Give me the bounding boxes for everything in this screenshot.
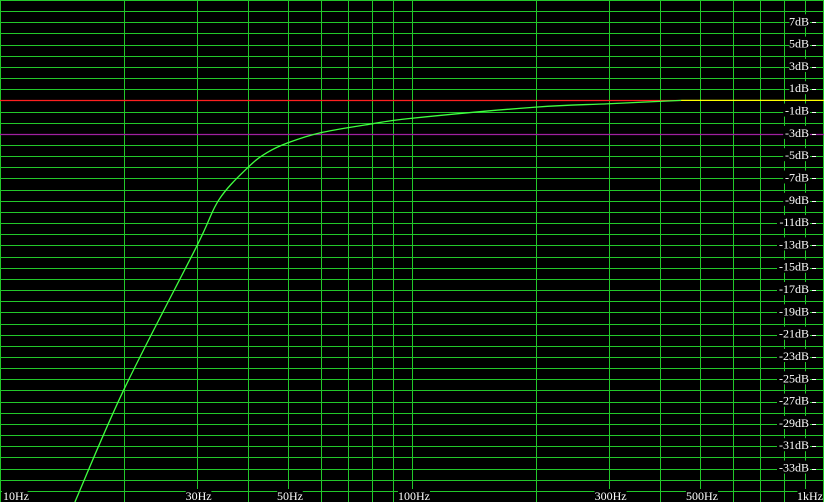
y-label-background	[783, 125, 810, 139]
y-tick-label: -29dB	[779, 416, 809, 430]
x-tick-label: 300Hz	[595, 489, 627, 502]
y-label-background	[777, 215, 810, 229]
y-tick-label: 3dB	[789, 59, 809, 73]
y-label-background	[783, 170, 810, 184]
x-label-background	[685, 489, 718, 502]
x-tick-label: 30Hz	[186, 489, 212, 502]
y-tick-label: -11dB	[779, 215, 809, 229]
y-label-background	[783, 192, 810, 206]
y-label-background	[777, 371, 810, 385]
y-label-background	[777, 282, 810, 296]
x-tick-label: 100Hz	[398, 489, 430, 502]
series-group	[74, 99, 824, 502]
y-tick-label: -23dB	[779, 349, 809, 363]
y-tick-label: 1dB	[789, 81, 809, 95]
y-tick-label: -25dB	[779, 371, 809, 385]
y-label-background	[777, 393, 810, 407]
x-tick-labels: 10Hz 30Hz 50Hz 100Hz 300Hz 500Hz 1kHz	[2, 489, 823, 502]
x-tick-label: 500Hz	[686, 489, 718, 502]
y-tick-label: -19dB	[779, 304, 809, 318]
y-tick-label: -1dB	[785, 104, 809, 118]
y-label-background	[783, 148, 810, 162]
x-label-background	[594, 489, 627, 502]
y-tick-label: -15dB	[779, 260, 809, 274]
y-tick-label: -5dB	[785, 148, 809, 162]
y-label-background	[777, 326, 810, 340]
y-label-background	[789, 58, 810, 72]
y-label-background	[777, 438, 810, 452]
x-label-background	[398, 489, 430, 502]
y-tick-label: -7dB	[785, 170, 809, 184]
y-label-background	[777, 304, 810, 318]
y-tick-labels: 7dB 5dB 3dB 1dB -1dB -3dB -5dB -7dB -9dB -11dB -13…	[777, 14, 816, 475]
y-label-background	[777, 415, 810, 429]
y-label-background	[789, 14, 810, 28]
x-tick-label: 1kHz	[797, 489, 823, 502]
series-line-0	[74, 99, 682, 502]
y-tick-label: -27dB	[779, 394, 809, 408]
y-label-background	[789, 81, 810, 95]
y-tick-label: -21dB	[779, 327, 809, 341]
reference-lines	[0, 99, 824, 136]
y-label-background	[783, 103, 810, 117]
x-label-background	[797, 489, 823, 502]
y-label-background	[777, 237, 810, 251]
x-label-background	[185, 489, 212, 502]
y-label-background	[777, 259, 810, 273]
y-tick-label: -17dB	[779, 282, 809, 296]
y-tick-label: -31dB	[779, 438, 809, 452]
y-tick-label: 5dB	[789, 37, 809, 51]
x-label-background	[2, 489, 28, 502]
y-label-background	[777, 348, 810, 362]
x-tick-label: 10Hz	[3, 489, 29, 502]
y-tick-label: 7dB	[789, 14, 809, 28]
y-label-background	[789, 36, 810, 50]
y-tick-label: -33dB	[779, 461, 809, 475]
x-label-background	[277, 489, 303, 502]
y-tick-label: -9dB	[785, 193, 809, 207]
y-tick-label: -3dB	[785, 126, 809, 140]
y-label-background	[777, 460, 810, 474]
y-tick-label: -13dB	[779, 237, 809, 251]
x-tick-label: 50Hz	[277, 489, 303, 502]
